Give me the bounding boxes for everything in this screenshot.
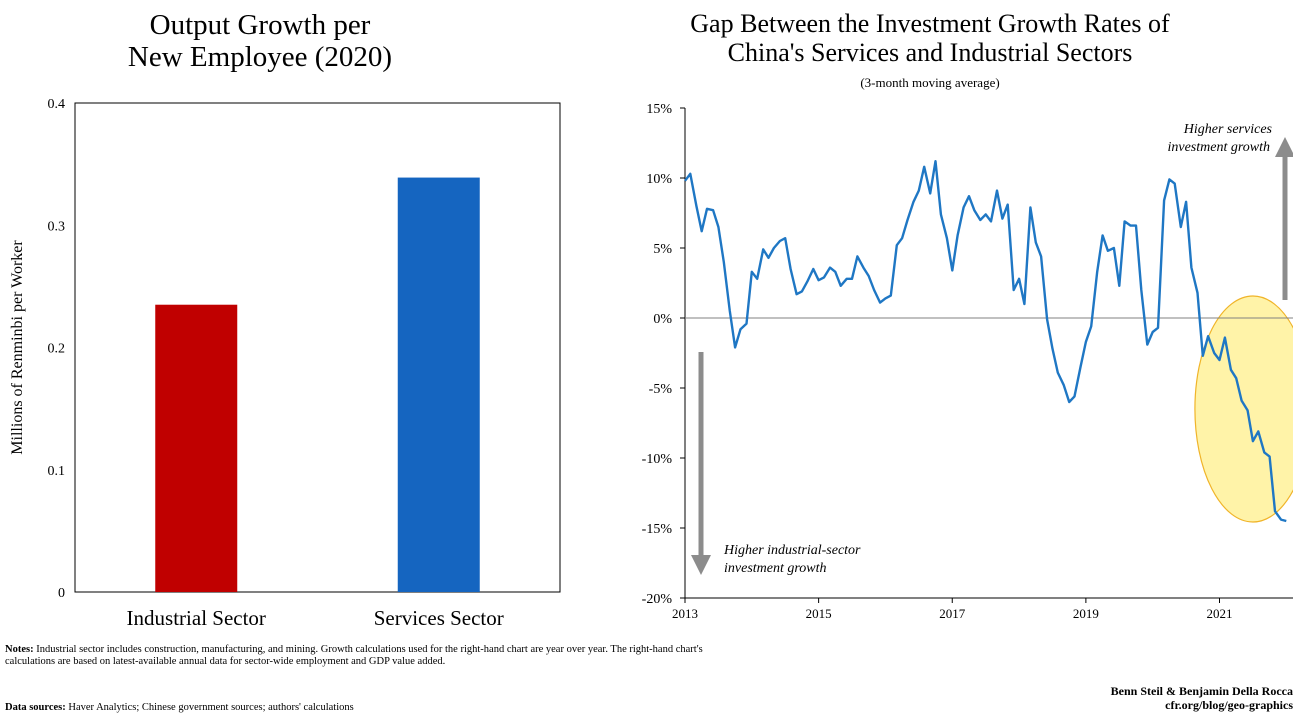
bar-ytick-label: 0.2 [48,342,66,357]
sources-label: Data sources: [5,702,66,713]
left-chart-title-line-2: New Employee (2020) [127,40,393,73]
line-ytick-label: 10% [646,172,672,187]
line-xtick-label: 2019 [1073,606,1099,621]
annotation-up-line-1: Higher services [1183,122,1273,137]
right-chart-title: Gap Between the Investment Growth Rates … [620,9,1240,67]
line-ytick-label: -5% [649,382,673,397]
line-ytick-label: -10% [642,452,673,467]
bar-ylabel: Millions of Renminbi per Worker [9,240,26,455]
notes-text: Industrial sector includes construction,… [5,644,703,668]
credit: Benn Steil & Benjamin Della Rocca cfr.or… [1111,684,1293,713]
line-ytick-label: 5% [653,242,672,257]
line-xtick-label: 2013 [672,606,698,621]
credit-authors: Benn Steil & Benjamin Della Rocca [1110,684,1293,698]
line-xtick-label: 2015 [806,606,832,621]
left-chart-title: Output Growth per New Employee (2020) [60,9,460,74]
gap-series-line [684,159,1287,523]
bar-ytick-label: 0.1 [48,464,66,479]
right-chart-title-line-2: China's Services and Industrial Sectors [727,37,1133,67]
bar-plot-frame [74,102,561,593]
right-chart-title-line-1: Gap Between the Investment Growth Rates … [690,9,1170,38]
annotation-down-line-2: investment growth [724,561,827,576]
line-xtick-label: 2017 [939,606,966,621]
charts-canvas: 0 0.1 0.2 0.3 0.4 Industrial Sector Services S… [9,97,1293,630]
annotation-down-line-1: Higher industrial-sector [723,543,861,558]
line-ytick-label: -20% [642,592,673,607]
annotation-up-line-2: investment growth [1167,140,1270,155]
line-ytick-label: 0% [653,312,672,327]
line-ytick-label: 15% [646,102,672,117]
line-ytick-label: -15% [642,522,673,537]
notes-label: Notes: [5,644,34,655]
left-chart-title-line-1: Output Growth per [149,9,371,41]
right-chart-subtitle: (3-month moving average) [860,75,1000,90]
data-sources: Data sources: Haver Analytics; Chinese g… [5,702,354,713]
bar-ytick-label: 0 [58,586,65,601]
bar-2 [397,177,480,592]
bar-ytick-label: 0.3 [48,219,66,234]
line-xtick-label: 2021 [1207,606,1233,621]
bar-category-label: Industrial Sector [127,606,266,630]
notes: Notes: Industrial sector includes constr… [5,644,745,668]
highlight-ellipse [1194,295,1293,523]
bar-ytick-label: 0.4 [48,97,66,112]
credit-url: cfr.org/blog/geo-graphics [1165,698,1293,713]
bar-1 [155,304,238,592]
bar-category-label: Services Sector [374,606,504,630]
sources-text: Haver Analytics; Chinese government sour… [65,702,354,713]
